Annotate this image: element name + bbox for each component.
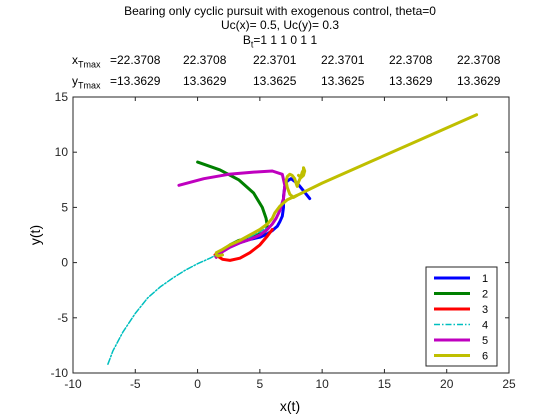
- y-tick-label: 0: [61, 256, 68, 270]
- legend-box: [425, 266, 498, 367]
- x-tmax-value: 22.3708: [183, 53, 227, 67]
- x-tick-label: 5: [257, 377, 264, 391]
- series-line-5: [177, 169, 287, 259]
- x-tmax-value: 22.3701: [253, 53, 297, 67]
- x-tick-label: 15: [378, 377, 392, 391]
- y-tmax-label-main: y: [72, 74, 78, 88]
- x-tmax-label-sub: Tmax: [78, 59, 101, 70]
- y-tmax-value: =13.3629: [110, 74, 161, 88]
- bt-label-main: B: [242, 33, 251, 47]
- x-tmax-value: 22.3701: [321, 53, 365, 67]
- x-tmax-label: xTmax: [72, 53, 101, 69]
- x-tmax-label-main: x: [72, 53, 78, 67]
- y-tick-label: 15: [55, 90, 69, 104]
- legend-label-4: 4: [482, 320, 488, 332]
- plot-frame: [72, 96, 510, 374]
- x-tick-label: 25: [502, 377, 516, 391]
- chart-subtitle-control: Uc(x)= 0.5, Uc(y)= 0.3: [220, 18, 340, 32]
- chart-subtitle-bt: Bt=1 1 1 0 1 1: [0, 33, 560, 49]
- y-tick-label: 10: [55, 145, 69, 159]
- legend: 1 2 3 4 5 6: [425, 266, 498, 367]
- series-layer: [107, 113, 479, 365]
- y-tick-label: 5: [61, 200, 68, 214]
- chart-title: Bearing only cyclic pursuit with exogeno…: [124, 4, 436, 18]
- legend-label-5: 5: [482, 335, 488, 347]
- series-line-6: [214, 113, 479, 258]
- y-tmax-value: 13.3625: [321, 74, 365, 88]
- bt-label-sub: t: [250, 39, 254, 50]
- x-tick-label: -10: [64, 377, 82, 391]
- y-tmax-value: 13.3629: [183, 74, 227, 88]
- bt-values: =1 1 1 0 1 1: [253, 33, 318, 47]
- x-tick-label: 20: [440, 377, 454, 391]
- y-tmax-label: yTmax: [72, 74, 101, 90]
- x-tick-label: 10: [315, 377, 329, 391]
- x-tick-label: 0: [194, 377, 201, 391]
- y-axis-label: y(t): [27, 225, 43, 245]
- y-tick-label: -5: [57, 311, 68, 325]
- series-line-6: [284, 166, 307, 199]
- legend-label-2: 2: [482, 289, 488, 301]
- legend-label-6: 6: [482, 351, 488, 363]
- y-tmax-value: 13.3629: [389, 74, 433, 88]
- x-tick-label: -5: [130, 377, 141, 391]
- x-tmax-value: 22.3708: [457, 53, 501, 67]
- legend-label-1: 1: [482, 273, 488, 285]
- x-axis-label: x(t): [280, 398, 300, 414]
- y-tmax-value: 13.3629: [457, 74, 501, 88]
- x-tmax-value: 22.3708: [389, 53, 433, 67]
- y-tmax-label-sub: Tmax: [78, 80, 101, 91]
- x-tmax-value: =22.3708: [110, 53, 161, 67]
- legend-label-3: 3: [482, 304, 488, 316]
- y-tick-label: -10: [51, 366, 69, 380]
- y-tmax-value: 13.3625: [253, 74, 297, 88]
